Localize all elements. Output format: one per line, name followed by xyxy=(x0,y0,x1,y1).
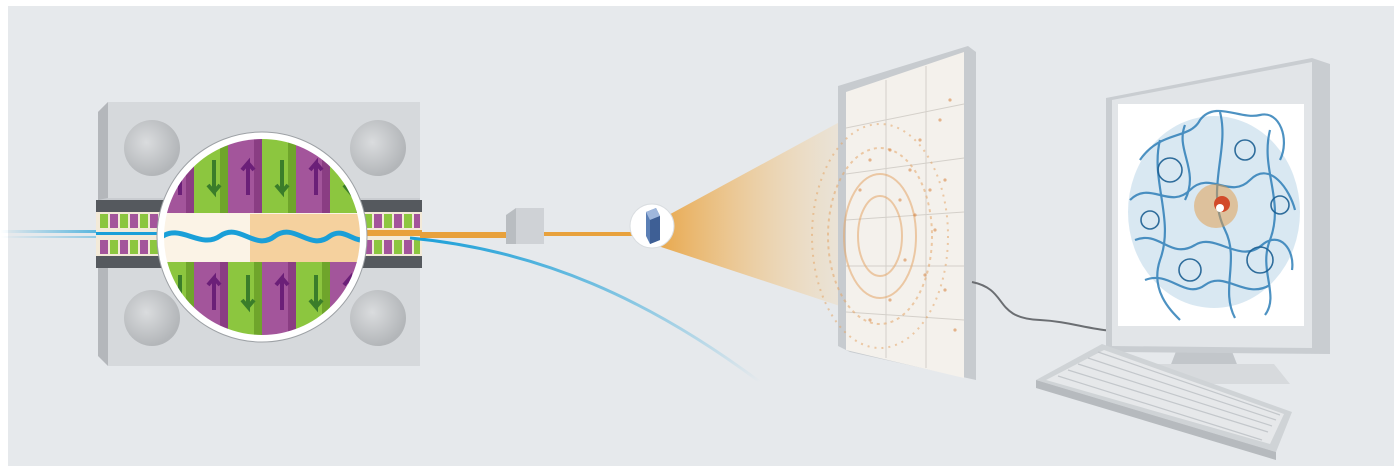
arrow-down-icon xyxy=(274,160,290,198)
deflected-electron-beam xyxy=(409,236,761,384)
bolt-icon xyxy=(124,290,180,346)
bolt-icon xyxy=(350,120,406,176)
arrow-up-icon xyxy=(274,272,290,310)
arrow-up-icon xyxy=(240,157,256,195)
protein-structure xyxy=(1128,109,1300,321)
diffraction-rings xyxy=(811,123,949,349)
magnified-view xyxy=(156,131,368,343)
wiggling-electron-path xyxy=(164,229,360,244)
magnet-row-right xyxy=(364,214,420,254)
diffraction-spots xyxy=(858,98,957,332)
bolt-icon xyxy=(124,120,180,176)
arrow-down-icon xyxy=(308,275,324,313)
crystal-icon xyxy=(629,203,675,249)
keyboard-icon xyxy=(1036,344,1292,460)
arrow-down-icon xyxy=(240,275,256,313)
incoming-beam xyxy=(0,230,140,238)
xray-beam xyxy=(420,232,512,238)
diffraction-detector xyxy=(811,46,976,380)
magnet-row-left xyxy=(100,214,158,254)
arrow-up-icon xyxy=(308,157,324,195)
bolt-icon xyxy=(350,290,406,346)
arrow-down-icon xyxy=(206,160,222,198)
monochromator xyxy=(506,208,544,244)
diffraction-cone xyxy=(652,112,858,312)
xray-beam-narrow xyxy=(544,232,634,236)
undulator xyxy=(96,102,422,366)
arrow-up-icon xyxy=(206,272,222,310)
computer-monitor xyxy=(1106,58,1330,384)
